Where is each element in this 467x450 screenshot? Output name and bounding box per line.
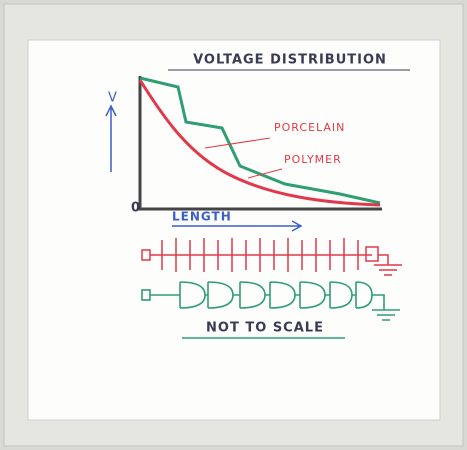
polymer-label: POLYMER bbox=[284, 153, 342, 166]
polymer-insulator bbox=[141, 238, 402, 276]
x-label: LENGTH bbox=[172, 210, 232, 224]
note: NOT TO SCALE bbox=[206, 321, 324, 336]
x-arrow bbox=[172, 220, 303, 232]
porcelain-label: PORCELAIN bbox=[274, 121, 345, 134]
porcelain-insulator bbox=[141, 281, 400, 321]
polymer-pointer bbox=[247, 168, 283, 179]
porcelain-pointer bbox=[204, 137, 271, 149]
board bbox=[27, 39, 441, 421]
y-label: V bbox=[108, 91, 117, 106]
origin-label: 0 bbox=[131, 201, 141, 216]
polymer-curve bbox=[138, 79, 381, 207]
y-arrow bbox=[105, 104, 117, 172]
porcelain-curve bbox=[139, 76, 381, 205]
title: VOLTAGE DISTRIBUTION bbox=[193, 53, 387, 68]
